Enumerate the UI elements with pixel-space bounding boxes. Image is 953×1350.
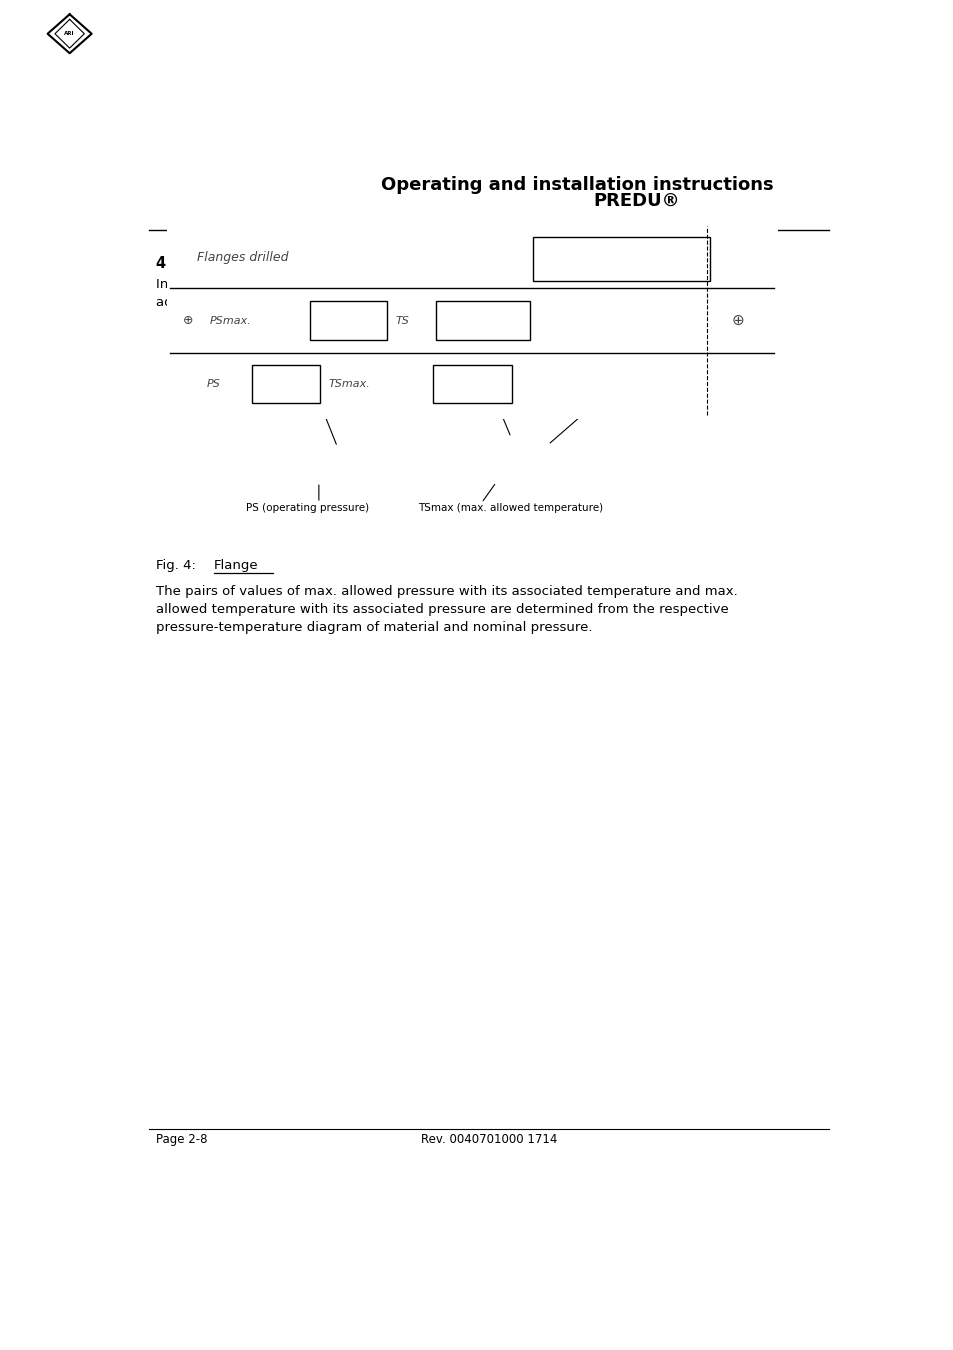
Text: Operating and installation instructions: Operating and installation instructions — [381, 176, 773, 194]
Text: TS: TS — [395, 316, 410, 325]
Text: TSmax (max. allowed temperature): TSmax (max. allowed temperature) — [418, 504, 603, 513]
FancyBboxPatch shape — [163, 219, 781, 423]
Bar — [436, 301, 530, 340]
Text: PREDU®: PREDU® — [593, 192, 679, 209]
Bar — [432, 366, 512, 404]
Text: ⊕: ⊕ — [731, 313, 743, 328]
Text: Fig. 4:: Fig. 4: — [156, 559, 200, 572]
Text: The pairs of values of max. allowed pressure with its associated temperature and: The pairs of values of max. allowed pres… — [156, 585, 738, 634]
Text: PS (operating pressure): PS (operating pressure) — [246, 504, 369, 513]
Text: PSmax.: PSmax. — [210, 316, 252, 325]
Text: nominal pressure: nominal pressure — [427, 325, 517, 336]
Bar — [310, 301, 386, 340]
Text: ARMATUREN: ARMATUREN — [134, 28, 202, 39]
Text: 4.5.1  Marking of special flanges: 4.5.1 Marking of special flanges — [156, 255, 426, 270]
Text: Flanges drilled: Flanges drilled — [197, 251, 289, 265]
Text: TSmax.: TSmax. — [329, 379, 370, 389]
Text: ⊕: ⊕ — [183, 315, 193, 327]
Text: Page 2-8: Page 2-8 — [156, 1133, 208, 1146]
Bar — [533, 236, 710, 281]
Text: In case of deviations from the standard nominal pressure the valves are marked w: In case of deviations from the standard … — [156, 278, 745, 309]
Polygon shape — [48, 15, 91, 53]
Text: ARI: ARI — [64, 31, 75, 36]
Text: TS (operating temperature): TS (operating temperature) — [609, 325, 752, 336]
Text: PSmax (max. allowed pressure): PSmax (max. allowed pressure) — [181, 325, 345, 336]
Bar — [253, 366, 319, 404]
Text: Rev. 0040701000 1714: Rev. 0040701000 1714 — [420, 1133, 557, 1146]
Text: PS: PS — [207, 379, 220, 389]
Text: Flange: Flange — [213, 559, 258, 572]
